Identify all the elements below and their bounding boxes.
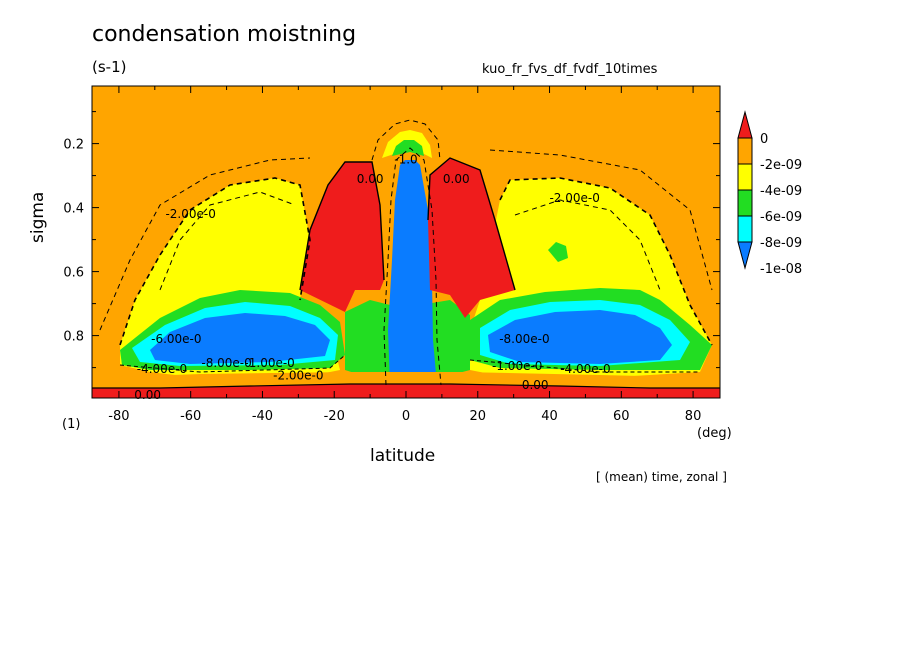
x-tick-label: -80 bbox=[108, 409, 129, 424]
contour-label: 0.00 bbox=[522, 378, 549, 392]
axes: -80 -60 -40 -20 0 20 40 60 80 0.2 0.4 0.6 0.8 bbox=[63, 86, 720, 424]
fill-blue-plume bbox=[388, 155, 437, 385]
colorbar-label: 0 bbox=[760, 132, 768, 147]
contour-label: -2.00e-0 bbox=[549, 191, 599, 205]
colorbar-label: -1e-08 bbox=[760, 262, 802, 277]
fill-green-blob bbox=[548, 242, 568, 262]
contour-label: 0.00 bbox=[443, 172, 470, 186]
fill-blue-north bbox=[488, 310, 672, 364]
units-label: (s-1) bbox=[92, 58, 127, 76]
colorbar-box bbox=[737, 215, 753, 243]
footer-note: [ (mean) time, zonal ] bbox=[596, 470, 727, 484]
colorbar-extend-top bbox=[737, 110, 753, 139]
contour-label: -6.00e-0 bbox=[151, 332, 201, 346]
panel-number: (1) bbox=[62, 417, 81, 432]
x-tick-label: 60 bbox=[613, 409, 630, 424]
y-tick-label: 0.4 bbox=[63, 202, 84, 217]
colorbar-label: -6e-09 bbox=[760, 210, 802, 225]
chart-title: condensation moistning bbox=[92, 22, 357, 47]
contour-line-zero-south bbox=[299, 161, 385, 291]
colorbar-box bbox=[737, 163, 753, 191]
contour-label: -2.00e-0 bbox=[273, 369, 323, 383]
contour-label: -1.00e-0 bbox=[492, 359, 542, 373]
colorbar-label: -8e-09 bbox=[760, 236, 802, 251]
x-tick-label: 40 bbox=[541, 409, 558, 424]
x-tick-label: -40 bbox=[252, 409, 273, 424]
contour-label: -4.00e-0 bbox=[560, 362, 610, 376]
colorbar-label: -4e-09 bbox=[760, 184, 802, 199]
contour-label: 0.00 bbox=[357, 172, 384, 186]
y-tick-label: 0.8 bbox=[63, 330, 84, 345]
contour-label: -1.00e-0 bbox=[244, 356, 294, 370]
contour-label: -4.00e-0 bbox=[137, 362, 187, 376]
y-tick-label: 0.2 bbox=[63, 138, 84, 153]
contour-line-zero-surface bbox=[92, 383, 720, 389]
x-tick-label: 20 bbox=[469, 409, 486, 424]
contour-line-mid-north bbox=[514, 199, 661, 291]
x-tick-label: -20 bbox=[324, 409, 345, 424]
contour-label: -8.00e-0 bbox=[201, 356, 251, 370]
contour-line-outer-south bbox=[99, 157, 311, 331]
experiment-label: kuo_fr_fvs_df_fvdf_10times bbox=[482, 62, 658, 77]
colorbar-box bbox=[737, 189, 753, 217]
colorbar-box bbox=[737, 137, 753, 165]
contour-label: -1.0 bbox=[394, 153, 417, 167]
x-tick-label: -60 bbox=[180, 409, 201, 424]
colorbar-label: -2e-09 bbox=[760, 158, 802, 173]
fill-red-south bbox=[300, 162, 384, 312]
contour-line-mid-south bbox=[159, 191, 296, 291]
contour-line-yellow-south bbox=[119, 177, 311, 346]
fill-plume-cap-green bbox=[392, 140, 424, 156]
contour-line-zero-north bbox=[427, 157, 516, 291]
x-axis-label: latitude bbox=[370, 446, 436, 466]
contour-labels: 0.00 -2.00e-0 -2.00e-0 0.00 0.00 -1.0 -6.00e-0… bbox=[134, 153, 610, 402]
x-axis-unit: (deg) bbox=[697, 426, 732, 441]
contour-line-outer-north bbox=[489, 149, 713, 291]
fill-blue-south bbox=[150, 313, 330, 364]
contour-line-yellow-north bbox=[499, 177, 713, 346]
colorbar: 0 -2e-09 -4e-09 -6e-09 -8e-09 -1e-08 bbox=[737, 110, 802, 277]
contour-lines bbox=[92, 119, 720, 389]
colorbar-extend-bottom bbox=[737, 241, 753, 270]
x-tick-label: 0 bbox=[402, 409, 410, 424]
contour-label: -2.00e-0 bbox=[165, 207, 215, 221]
contour-line-plume-1 bbox=[383, 147, 442, 386]
contour-label: 0.00 bbox=[134, 388, 161, 402]
fill-orange-surface-band bbox=[92, 372, 720, 388]
filled-contours bbox=[92, 86, 720, 398]
y-tick-label: 0.6 bbox=[63, 266, 84, 281]
y-axis-label: sigma bbox=[28, 191, 48, 243]
contour-line-lower-north bbox=[469, 359, 700, 373]
fill-red-north bbox=[428, 158, 515, 318]
contour-line-lower-south bbox=[119, 354, 346, 373]
contour-label: -8.00e-0 bbox=[499, 332, 549, 346]
x-tick-label: 80 bbox=[685, 409, 702, 424]
contour-line-plume-2 bbox=[371, 119, 441, 161]
